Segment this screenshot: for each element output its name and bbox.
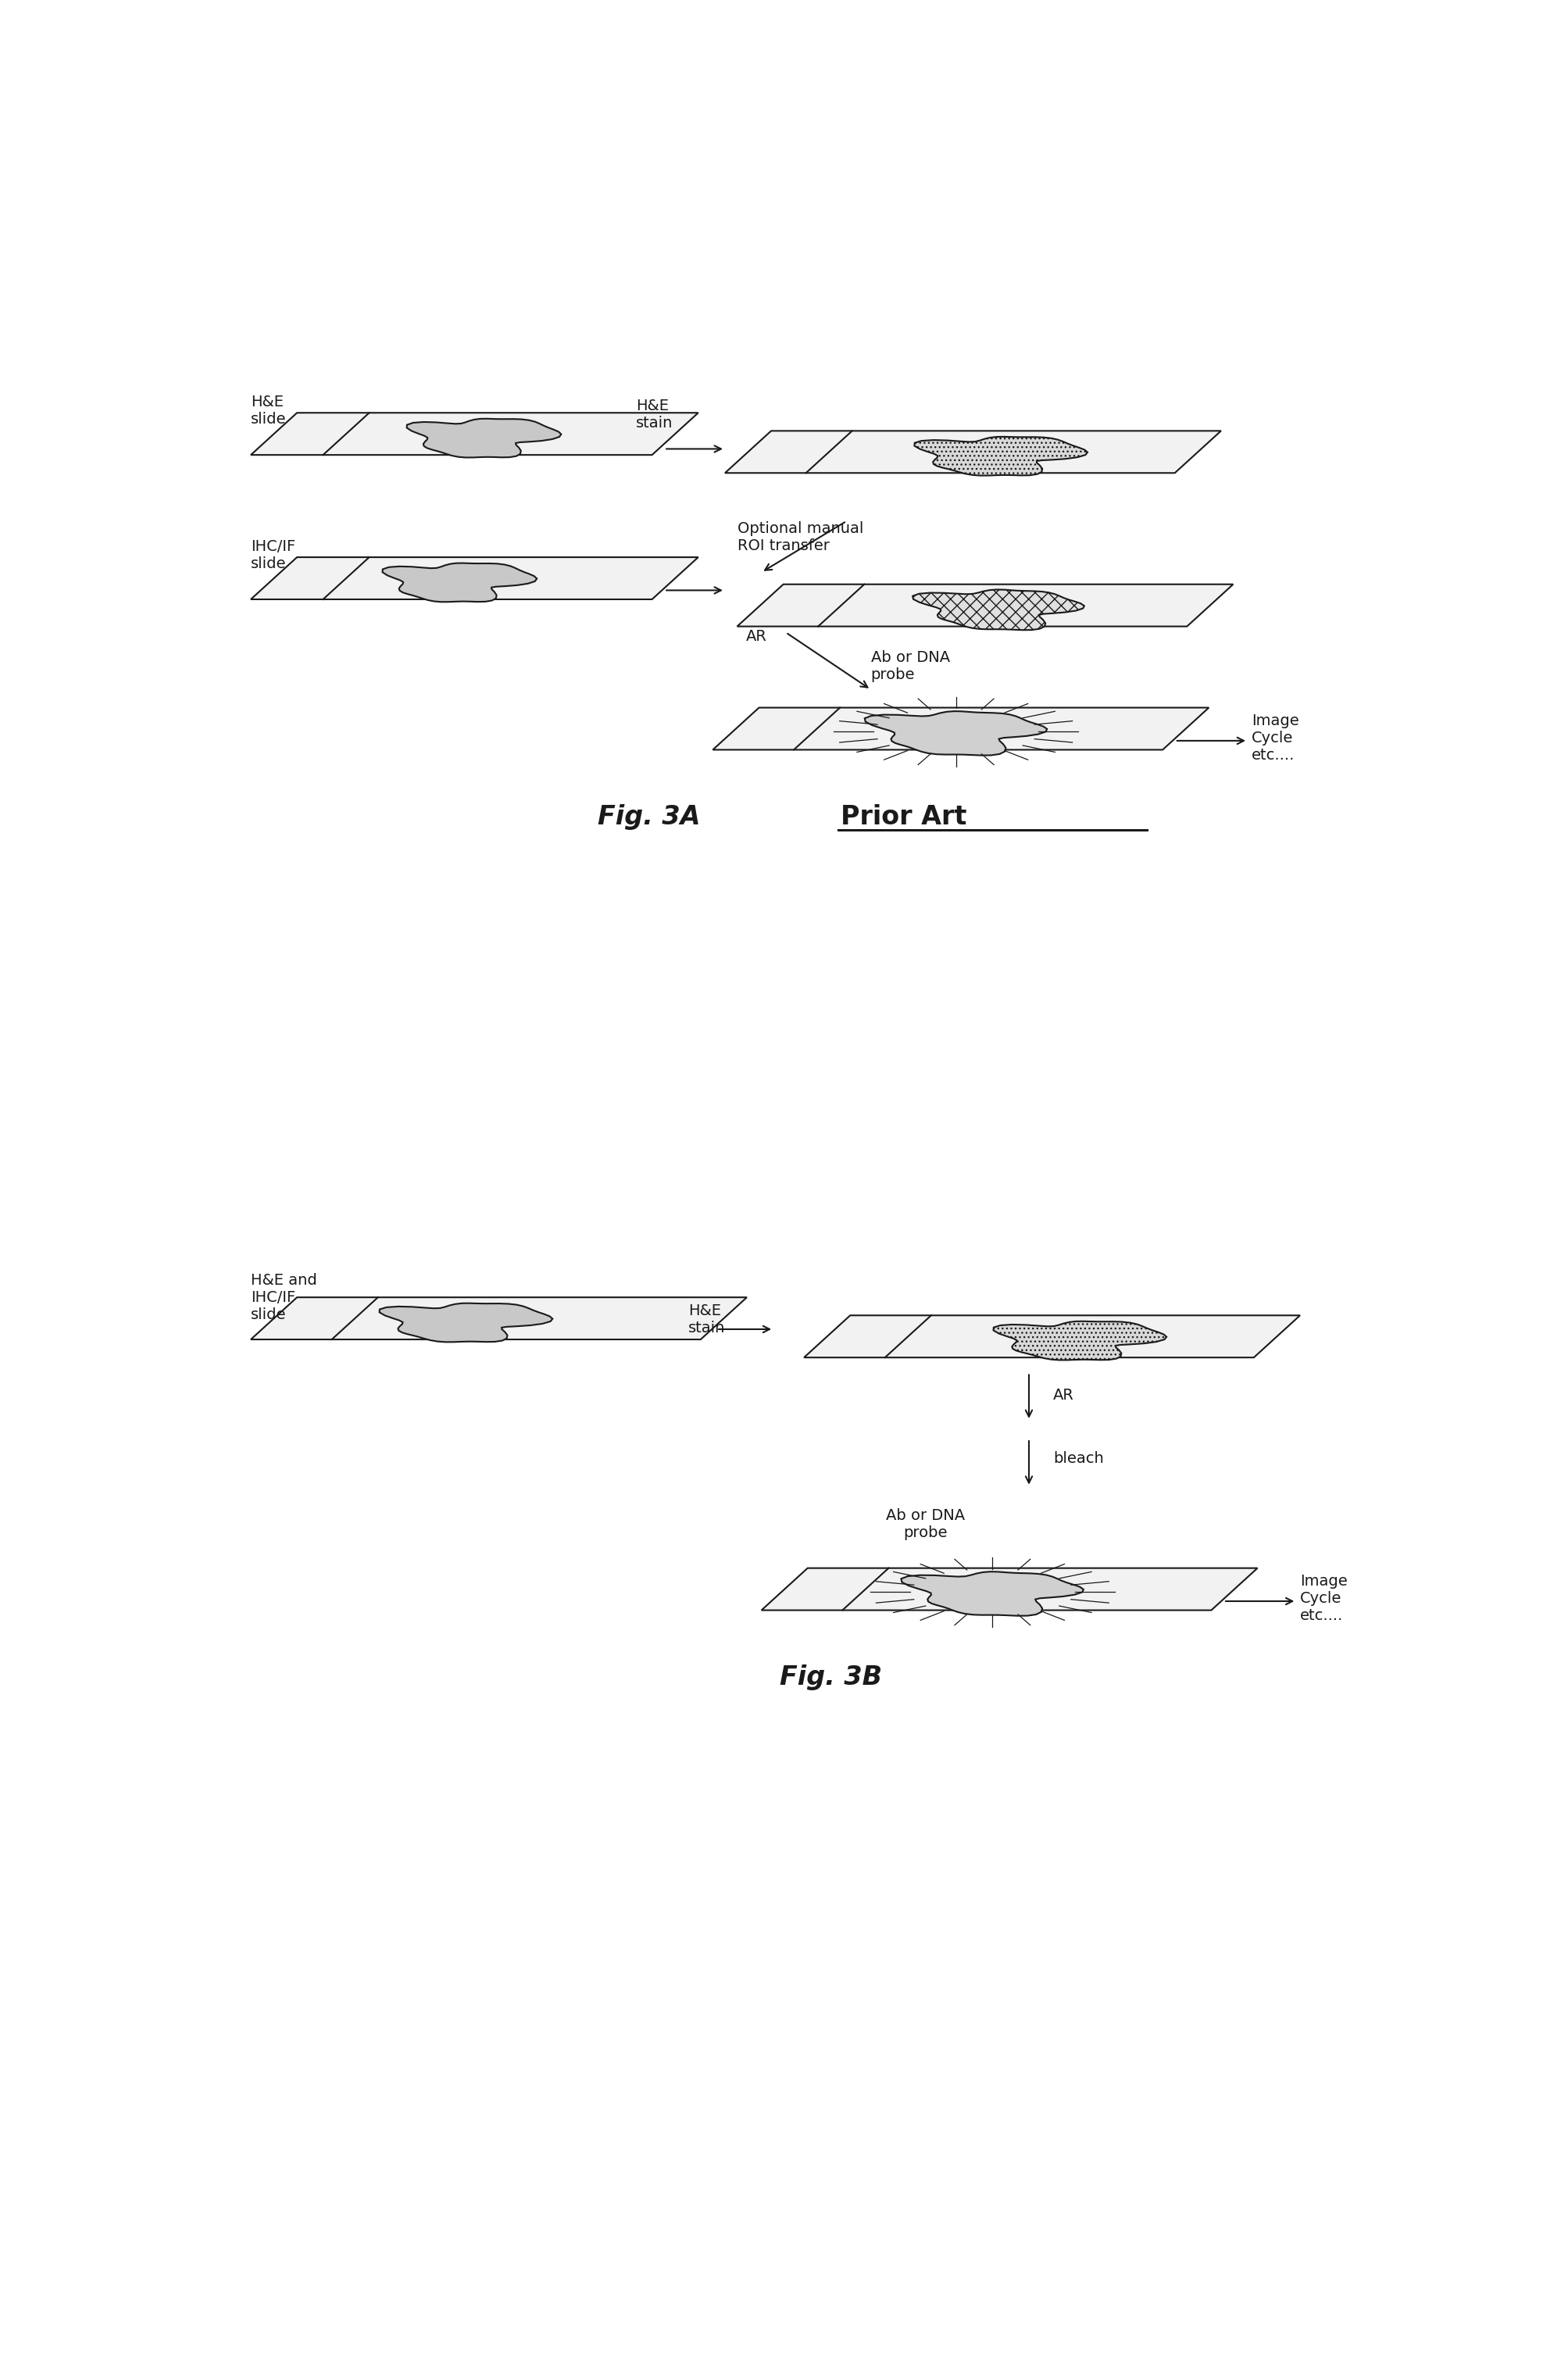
Polygon shape [383, 563, 536, 601]
Text: H&E
stain: H&E stain [637, 398, 673, 431]
Polygon shape [379, 1304, 552, 1342]
Text: Ab or DNA
probe: Ab or DNA probe [886, 1508, 964, 1541]
Polygon shape [760, 1567, 1258, 1610]
Polygon shape [914, 438, 1087, 476]
Text: bleach: bleach [1052, 1451, 1104, 1465]
Text: Image
Cycle
etc....: Image Cycle etc.... [1300, 1574, 1347, 1624]
Text: AR: AR [1052, 1387, 1074, 1401]
Polygon shape [251, 556, 698, 599]
Text: Ab or DNA
probe: Ab or DNA probe [870, 651, 949, 682]
Polygon shape [737, 585, 1232, 627]
Text: H&E and
IHC/IF
slide: H&E and IHC/IF slide [251, 1273, 317, 1323]
Text: IHC/IF
slide: IHC/IF slide [251, 540, 295, 570]
Polygon shape [804, 1316, 1300, 1359]
Polygon shape [993, 1321, 1167, 1361]
Text: Image
Cycle
etc....: Image Cycle etc.... [1251, 715, 1298, 762]
Text: Optional manual
ROI transfer: Optional manual ROI transfer [737, 521, 862, 554]
Polygon shape [406, 419, 561, 457]
Polygon shape [251, 412, 698, 454]
Polygon shape [712, 708, 1209, 750]
Text: AR: AR [745, 630, 767, 644]
Polygon shape [251, 1297, 746, 1340]
Polygon shape [913, 589, 1083, 630]
Polygon shape [864, 710, 1046, 755]
Polygon shape [724, 431, 1220, 473]
Polygon shape [900, 1572, 1083, 1617]
Text: H&E
slide: H&E slide [251, 395, 287, 426]
Text: H&E
stain: H&E stain [688, 1304, 724, 1335]
Text: Fig. 3A: Fig. 3A [597, 805, 699, 831]
Text: Prior Art: Prior Art [840, 805, 966, 831]
Text: Fig. 3B: Fig. 3B [779, 1664, 881, 1690]
